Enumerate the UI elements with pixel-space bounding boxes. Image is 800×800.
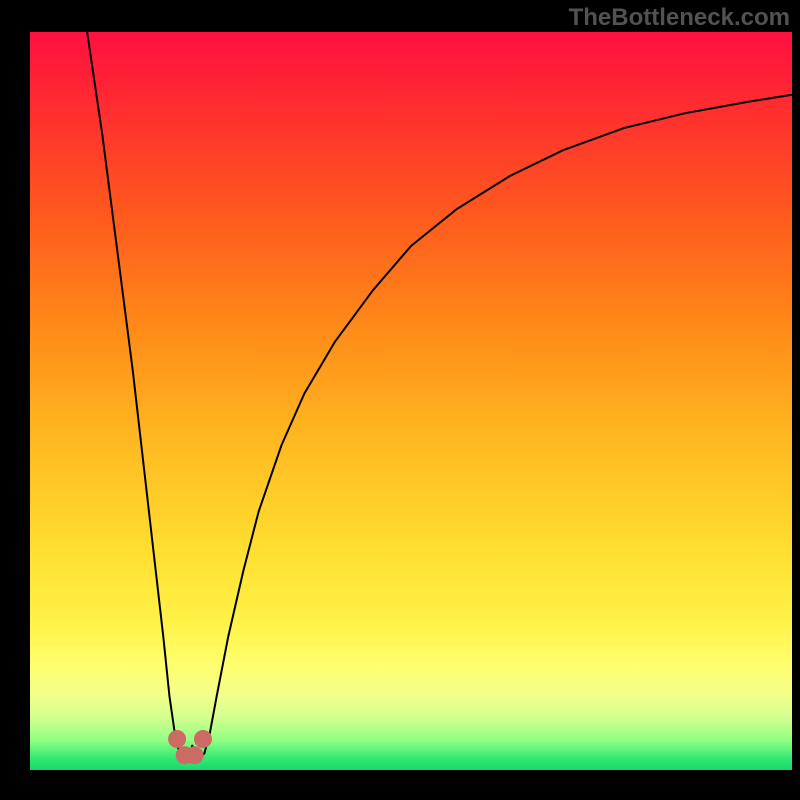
bottleneck-chart bbox=[0, 0, 800, 800]
chart-container: { "watermark": { "text": "TheBottleneck.… bbox=[0, 0, 800, 800]
watermark-text: TheBottleneck.com bbox=[569, 4, 790, 32]
